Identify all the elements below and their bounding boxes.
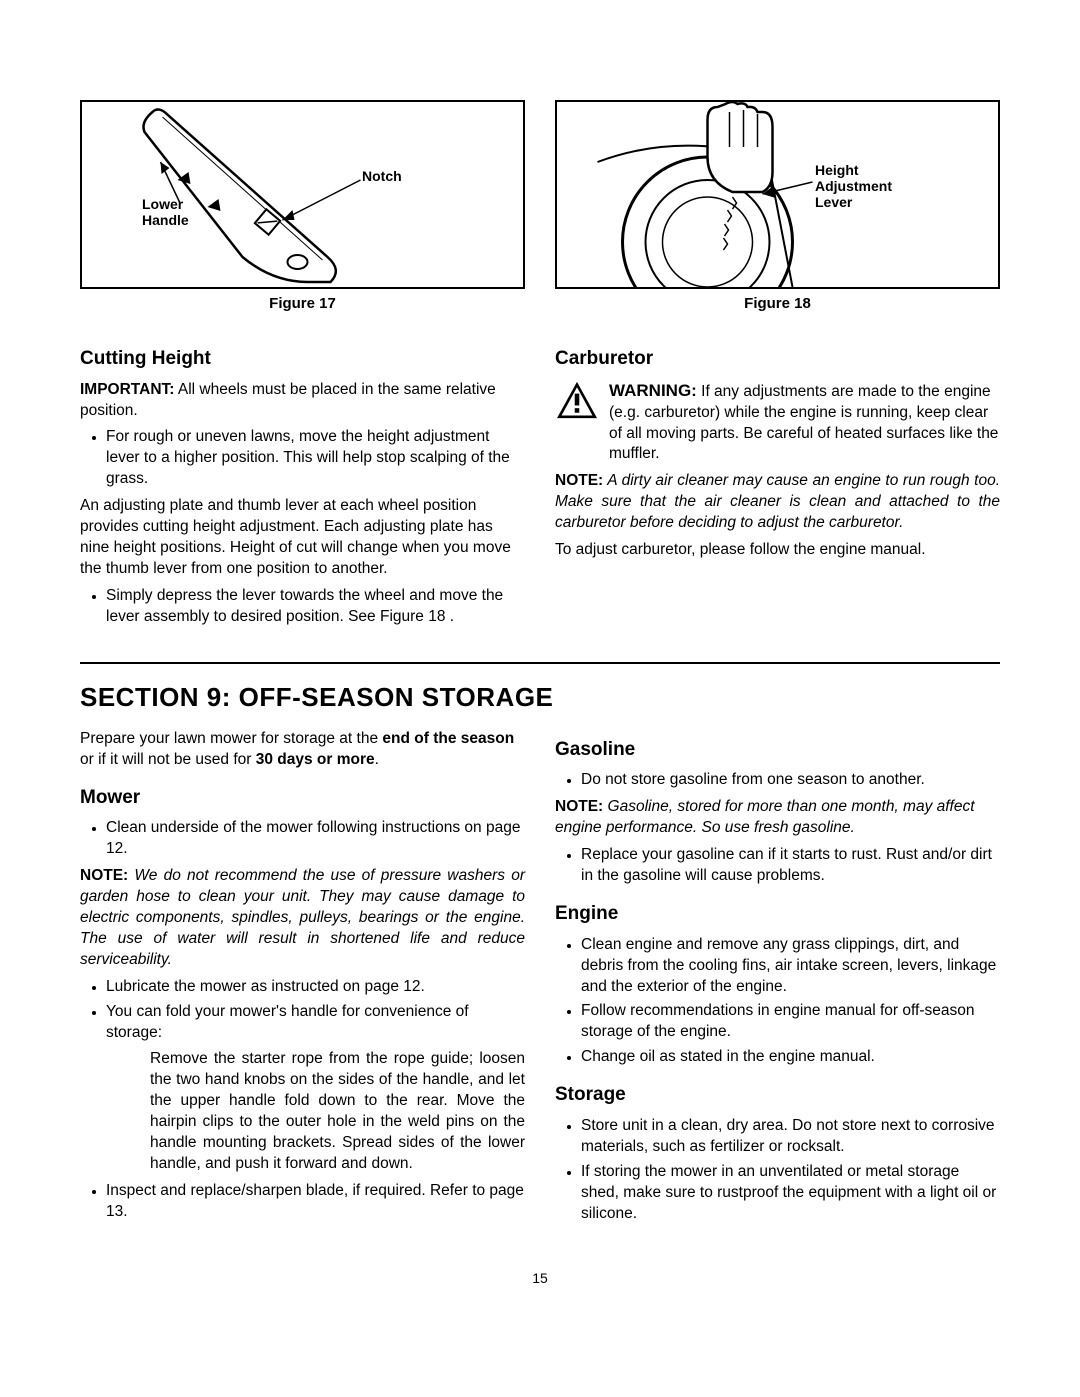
carb-warning-text: WARNING: If any adjustments are made to …: [609, 380, 1000, 466]
figures-row: Notch Lower Handle Figure 17: [80, 100, 1000, 312]
figure-18-box: Height Adjustment Lever: [555, 100, 1000, 289]
intro-c: or if it will not be used for: [80, 751, 256, 768]
storage-b2: If storing the mower in an unventilated …: [581, 1162, 1000, 1225]
section9-intro: Prepare your lawn mower for storage at t…: [80, 729, 525, 771]
col-cutting-height: Cutting Height IMPORTANT: All wheels mus…: [80, 332, 525, 634]
manual-page: Notch Lower Handle Figure 17: [0, 0, 1080, 1326]
warn-label: WARNING:: [609, 381, 697, 400]
fig18-label-3: Lever: [815, 194, 852, 210]
figure-18-caption: Figure 18: [555, 295, 1000, 312]
engine-b2: Follow recommendations in engine manual …: [581, 1001, 1000, 1043]
mower-heading: Mower: [80, 785, 525, 811]
fig17-label-notch: Notch: [362, 168, 402, 184]
top-columns: Cutting Height IMPORTANT: All wheels mus…: [80, 332, 1000, 634]
cutting-list-1: For rough or uneven lawns, move the heig…: [80, 427, 525, 490]
cutting-important: IMPORTANT: All wheels must be placed in …: [80, 380, 525, 422]
section-divider: [80, 662, 1000, 664]
fig18-label-1: Height: [815, 162, 859, 178]
carb-note: NOTE: A dirty air cleaner may cause an e…: [555, 471, 1000, 534]
engine-list: Clean engine and remove any grass clippi…: [555, 935, 1000, 1069]
gasoline-note-text: Gasoline, stored for more than one month…: [555, 798, 975, 836]
mower-b4: Inspect and replace/sharpen blade, if re…: [106, 1181, 525, 1223]
warning-icon: [555, 380, 599, 420]
engine-heading: Engine: [555, 901, 1000, 927]
storage-list: Store unit in a clean, dry area. Do not …: [555, 1116, 1000, 1225]
mower-b2: Lubricate the mower as instructed on pag…: [106, 977, 525, 998]
section-9-title: SECTION 9: OFF-SEASON STORAGE: [80, 682, 1000, 713]
mower-list-3: Inspect and replace/sharpen blade, if re…: [80, 1181, 525, 1223]
figure-17-box: Notch Lower Handle: [80, 100, 525, 289]
engine-b1: Clean engine and remove any grass clippi…: [581, 935, 1000, 998]
cutting-bullet-1: For rough or uneven lawns, move the heig…: [106, 427, 525, 490]
carb-note-label: NOTE:: [555, 472, 603, 489]
col-right: Gasoline Do not store gasoline from one …: [555, 723, 1000, 1231]
mower-b1: Clean underside of the mower following i…: [106, 818, 525, 860]
figure-17-caption: Figure 17: [80, 295, 525, 312]
figure-17-wrapper: Notch Lower Handle Figure 17: [80, 100, 525, 312]
mower-note-text: We do not recommend the use of pressure …: [80, 867, 525, 968]
fig18-label-2: Adjustment: [815, 178, 892, 194]
gasoline-list-1: Do not store gasoline from one season to…: [555, 770, 1000, 791]
intro-e: .: [375, 751, 379, 768]
section-9-columns: Prepare your lawn mower for storage at t…: [80, 723, 1000, 1231]
figure-18-wrapper: Height Adjustment Lever Figure 18: [555, 100, 1000, 312]
carb-para: To adjust carburetor, please follow the …: [555, 540, 1000, 561]
gasoline-b2: Replace your gasoline can if it starts t…: [581, 845, 1000, 887]
important-label: IMPORTANT:: [80, 381, 174, 398]
mower-note-label: NOTE:: [80, 867, 128, 884]
figure-17-svg: [82, 102, 523, 287]
intro-d: 30 days or more: [256, 751, 375, 768]
mower-list-1: Clean underside of the mower following i…: [80, 818, 525, 860]
gasoline-list-2: Replace your gasoline can if it starts t…: [555, 845, 1000, 887]
cutting-heading: Cutting Height: [80, 346, 525, 372]
cutting-list-2: Simply depress the lever towards the whe…: [80, 586, 525, 628]
figure-18-svg: [557, 102, 998, 287]
storage-b1: Store unit in a clean, dry area. Do not …: [581, 1116, 1000, 1158]
col-left: Prepare your lawn mower for storage at t…: [80, 723, 525, 1231]
mower-note: NOTE: We do not recommend the use of pre…: [80, 866, 525, 971]
fig17-label-handle: Handle: [142, 212, 189, 228]
carb-note-text: A dirty air cleaner may cause an engine …: [555, 472, 1000, 531]
page-number: 15: [80, 1270, 1000, 1286]
mower-b3: You can fold your mower's handle for con…: [106, 1002, 525, 1044]
gasoline-note: NOTE: Gasoline, stored for more than one…: [555, 797, 1000, 839]
gasoline-heading: Gasoline: [555, 737, 1000, 763]
carb-warning-row: WARNING: If any adjustments are made to …: [555, 380, 1000, 466]
gasoline-b1: Do not store gasoline from one season to…: [581, 770, 1000, 791]
engine-b3: Change oil as stated in the engine manua…: [581, 1047, 1000, 1068]
carb-heading: Carburetor: [555, 346, 1000, 372]
col-carburetor: Carburetor WARNING: If any adjustments a…: [555, 332, 1000, 634]
intro-a: Prepare your lawn mower for storage at t…: [80, 730, 382, 747]
cutting-para: An adjusting plate and thumb lever at ea…: [80, 496, 525, 580]
gasoline-note-label: NOTE:: [555, 798, 603, 815]
mower-list-2: Lubricate the mower as instructed on pag…: [80, 977, 525, 1044]
fig17-label-lower: Lower: [142, 196, 183, 212]
mower-indent: Remove the starter rope from the rope gu…: [150, 1049, 525, 1175]
storage-heading: Storage: [555, 1082, 1000, 1108]
intro-b: end of the season: [382, 730, 514, 747]
cutting-bullet-2: Simply depress the lever towards the whe…: [106, 586, 525, 628]
